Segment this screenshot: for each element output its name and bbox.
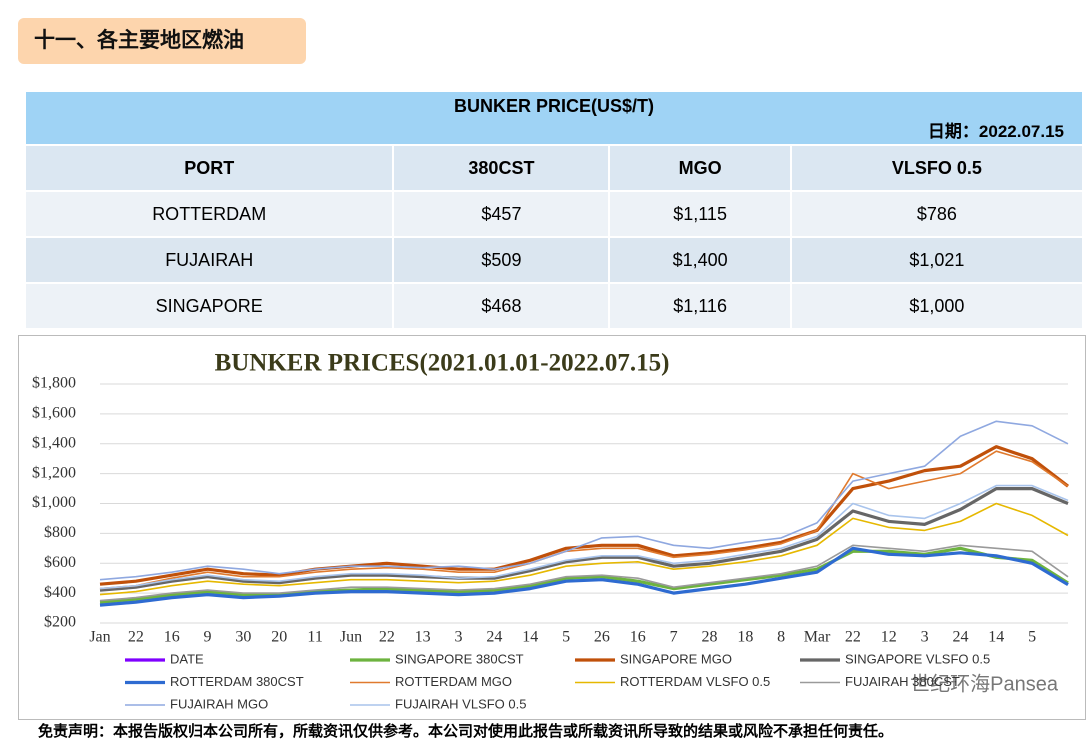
series-line	[99, 487, 1069, 592]
y-tick-label: $400	[44, 584, 76, 601]
legend-label: ROTTERDAM 380CST	[170, 674, 304, 689]
x-tick-label: 5	[1028, 629, 1036, 646]
x-tick-label: 22	[379, 629, 395, 646]
x-tick-label: 20	[271, 629, 287, 646]
legend-label: FUJAIRAH VLSFO 0.5	[395, 696, 526, 711]
x-tick-label: 5	[562, 629, 570, 646]
chart-title: BUNKER PRICES(2021.01.01-2022.07.15)	[215, 350, 670, 377]
column-header: PORT	[23, 144, 395, 192]
x-tick-label: 7	[670, 629, 678, 646]
x-tick-label: 24	[952, 629, 968, 646]
x-tick-label: 22	[845, 629, 861, 646]
x-tick-label: Jan	[89, 629, 110, 646]
series-line	[99, 450, 1069, 590]
x-tick-label: 30	[235, 629, 251, 646]
legend-label: SINGAPORE 380CST	[395, 651, 524, 666]
cell: SINGAPORE	[23, 282, 395, 330]
x-tick-label: 14	[522, 629, 538, 646]
cell: $1,115	[608, 190, 792, 238]
x-tick-label: 18	[737, 629, 753, 646]
cell: $1,116	[608, 282, 792, 330]
cell: $468	[392, 282, 611, 330]
series-line	[99, 445, 1069, 586]
table-title: BUNKER PRICE(US$/T)	[453, 96, 654, 116]
cell: $1,000	[789, 282, 1085, 330]
x-tick-label: 11	[307, 629, 322, 646]
y-tick-label: $1,000	[32, 494, 76, 511]
cell: FUJAIRAH	[23, 236, 395, 284]
y-tick-label: $600	[44, 554, 76, 571]
price-table: BUNKER PRICE(US$/T) 日期：2022.07.15 PORT 3…	[23, 90, 1085, 330]
x-tick-label: Mar	[804, 629, 831, 646]
watermark: 世纪环海Pansea	[910, 672, 1059, 695]
x-tick-label: 13	[415, 629, 431, 646]
legend-label: ROTTERDAM MGO	[395, 674, 512, 689]
column-header: VLSFO 0.5	[789, 144, 1085, 192]
series-line	[99, 420, 1069, 581]
series-line	[99, 546, 1069, 607]
date-label: 日期：	[927, 122, 979, 141]
y-tick-label: $1,400	[32, 434, 76, 451]
legend-label: DATE	[170, 651, 204, 666]
cell: $1,021	[789, 236, 1085, 284]
legend-label: FUJAIRAH 380CST	[845, 674, 960, 689]
chart: BUNKER PRICES(2021.01.01-2022.07.15) 世纪环…	[18, 335, 1086, 720]
x-tick-label: 24	[486, 629, 502, 646]
y-tick-label: $1,200	[32, 464, 76, 481]
x-tick-label: 12	[881, 629, 897, 646]
column-header: 380CST	[392, 144, 611, 192]
x-tick-label: 22	[128, 629, 144, 646]
section-title: 十一、各主要地区燃油	[18, 18, 306, 64]
chart-frame	[18, 335, 1086, 720]
x-tick-label: 16	[630, 629, 646, 646]
cell: ROTTERDAM	[23, 190, 395, 238]
series-line	[99, 544, 1069, 602]
x-tick-label: 3	[455, 629, 463, 646]
disclaimer: 免责声明：本报告版权归本公司所有，所载资讯仅供参考。本公司对使用此报告或所载资讯…	[38, 724, 894, 740]
y-tick-label: $200	[44, 614, 76, 631]
legend-label: FUJAIRAH MGO	[170, 696, 268, 711]
x-tick-label: 26	[594, 629, 610, 646]
date-value: 2022.07.15	[978, 122, 1064, 141]
series-line	[99, 484, 1069, 590]
x-tick-label: 14	[988, 629, 1004, 646]
cell: $1,400	[608, 236, 792, 284]
y-tick-label: $1,600	[32, 405, 76, 422]
legend-label: SINGAPORE MGO	[620, 651, 732, 666]
cell: $786	[789, 190, 1085, 238]
series-line	[99, 502, 1069, 596]
x-tick-label: 28	[701, 629, 717, 646]
x-tick-label: Jun	[340, 629, 362, 646]
legend-label: SINGAPORE VLSFO 0.5	[845, 651, 990, 666]
x-tick-label: 16	[164, 629, 180, 646]
x-tick-label: 3	[921, 629, 929, 646]
date: 日期：2022.07.15	[928, 117, 1064, 142]
legend-label: ROTTERDAM VLSFO 0.5	[620, 674, 770, 689]
table-title-cell: BUNKER PRICE(US$/T) 日期：2022.07.15	[24, 90, 1084, 146]
series-line	[99, 546, 1069, 604]
x-tick-label: 8	[777, 629, 785, 646]
column-header: MGO	[608, 144, 792, 192]
cell: $509	[392, 236, 611, 284]
y-tick-label: $800	[44, 524, 76, 541]
x-tick-label: 9	[204, 629, 212, 646]
cell: $457	[392, 190, 611, 238]
y-tick-label: $1,800	[32, 375, 76, 392]
